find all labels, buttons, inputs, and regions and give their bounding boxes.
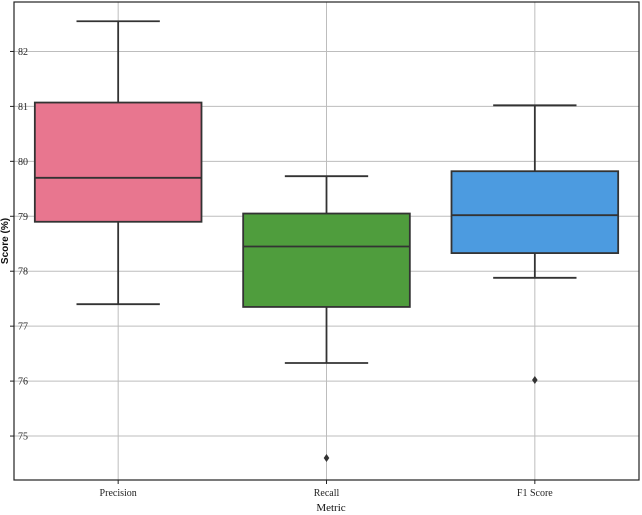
x-axis-ticks: Precision Recall F1 Score: [100, 480, 553, 499]
box-precision: [33, 20, 203, 306]
x-tick-label: Precision: [100, 488, 137, 499]
box-iqr: [450, 170, 620, 254]
boxes: [33, 20, 620, 463]
box-iqr: [33, 101, 203, 223]
box-iqr: [242, 212, 411, 308]
x-tick-label: F1 Score: [517, 488, 553, 499]
y-tick-label: 82: [18, 47, 28, 58]
y-tick-label: 78: [18, 267, 28, 278]
outlier-point: [323, 454, 330, 463]
x-axis-label: Metric: [316, 502, 345, 514]
y-axis-ticks: 75 76 77 78 79 80 81 82: [10, 47, 28, 443]
box-f1-score: [450, 104, 620, 385]
y-tick-label: 81: [18, 102, 28, 113]
y-axis-label: Score (%): [0, 218, 11, 264]
y-tick-label: 77: [18, 322, 28, 333]
outlier-point: [532, 376, 538, 385]
y-tick-label: 76: [18, 377, 28, 388]
y-tick-label: 79: [18, 212, 28, 223]
box-recall: [242, 175, 411, 463]
y-tick-label: 75: [18, 432, 28, 443]
y-tick-label: 80: [18, 157, 28, 168]
x-tick-label: Recall: [314, 488, 340, 499]
